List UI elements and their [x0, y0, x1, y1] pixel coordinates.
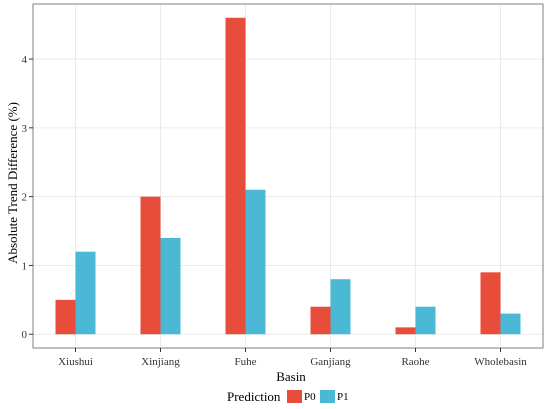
- x-tick-label: Raohe: [401, 356, 429, 368]
- bar-p1-raohe: [415, 306, 436, 335]
- x-tick-label: Xiushui: [58, 356, 93, 368]
- bar-p1-ganjiang: [330, 279, 351, 335]
- x-tick-label: Wholebasin: [474, 356, 527, 368]
- bar-p1-xinjiang: [160, 237, 181, 335]
- legend-swatch-p1: [320, 390, 335, 403]
- bar-p0-raohe: [395, 327, 416, 335]
- legend-title: Prediction: [227, 389, 281, 404]
- x-axis-ticks: Xiushui Xinjiang Fuhe Ganjiang Raohe Wholebas…: [58, 348, 527, 368]
- bar-p0-ganjiang: [310, 306, 331, 335]
- bar-p1-fuhe: [245, 189, 266, 335]
- y-axis-title: Absolute Trend Difference (%): [5, 102, 20, 264]
- y-tick-label: 1: [22, 260, 28, 272]
- bar-p1-wholebasin: [500, 313, 521, 335]
- bars: [55, 17, 521, 335]
- legend-swatch-p0: [287, 390, 302, 403]
- legend-label-p0: P0: [304, 391, 316, 403]
- y-axis-ticks: 0 1 2 3 4: [22, 54, 33, 341]
- bar-p1-xiushui: [75, 251, 96, 335]
- x-tick-label: Ganjiang: [310, 356, 351, 368]
- bar-p0-xiushui: [55, 299, 76, 335]
- y-tick-label: 3: [22, 123, 28, 135]
- x-tick-label: Xinjiang: [141, 356, 180, 368]
- legend-label-p1: P1: [337, 391, 349, 403]
- x-axis-title: Basin: [276, 369, 306, 384]
- legend: Prediction P0 P1: [227, 389, 349, 404]
- bar-p0-wholebasin: [480, 272, 501, 335]
- y-tick-label: 2: [22, 192, 28, 204]
- bar-p0-fuhe: [225, 17, 246, 335]
- y-tick-label: 0: [22, 329, 28, 341]
- x-tick-label: Fuhe: [235, 356, 257, 368]
- bar-p0-xinjiang: [140, 196, 161, 335]
- panel-border: [32, 3, 544, 349]
- y-tick-label: 4: [22, 54, 28, 66]
